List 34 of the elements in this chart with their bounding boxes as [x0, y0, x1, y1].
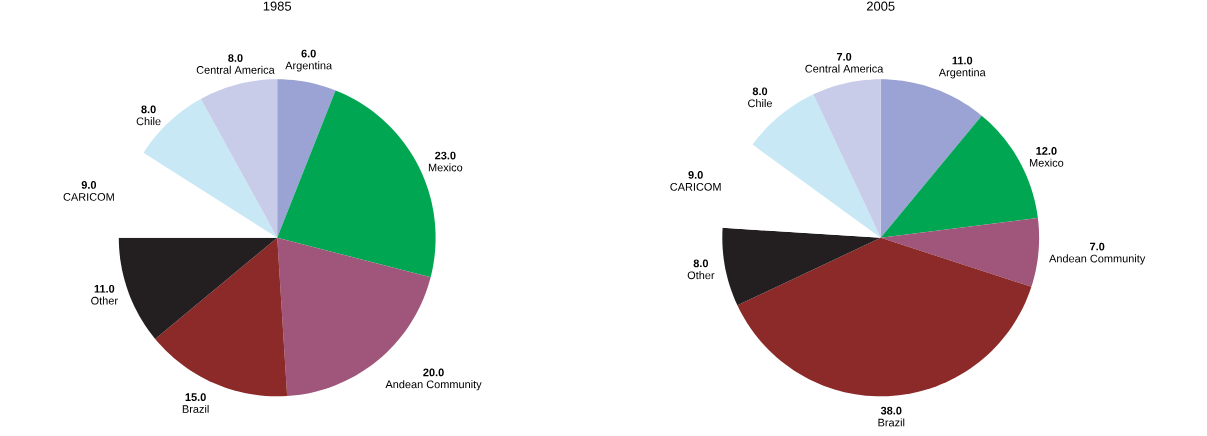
data-label: 8.0 [752, 87, 768, 96]
data-label: 12.0 [1036, 147, 1057, 155]
data-label: 9.0 [688, 171, 703, 179]
slice-label: Chile [136, 117, 161, 126]
slice-label: Central America [805, 64, 884, 73]
slice-label: Central America [196, 65, 275, 74]
data-label: 6.0 [301, 49, 316, 58]
data-label: 8.0 [228, 54, 243, 62]
slice-label: Other [91, 296, 118, 305]
slice-label: Brazil [878, 418, 905, 427]
slice-label: Chile [748, 99, 772, 108]
slice-label: Argentina [285, 61, 333, 72]
slice-label: Mexico [1029, 158, 1064, 167]
data-label: 8.0 [693, 259, 709, 268]
slice-label: Argentina [938, 68, 986, 79]
slice-label: Andean Community [1049, 254, 1146, 265]
data-label: 11.0 [952, 56, 973, 65]
data-label: 20.0 [423, 368, 444, 377]
chart-title: 2005 [866, 1, 895, 11]
data-label: 11.0 [94, 284, 115, 293]
slice-label: Andean Community [385, 380, 482, 391]
chart-title: 1985 [263, 1, 292, 11]
slice-label: CARICOM [670, 182, 721, 191]
data-label: 7.0 [836, 52, 852, 61]
data-label: 23.0 [435, 151, 456, 160]
slice-label: Brazil [182, 404, 209, 413]
data-label: 38.0 [880, 406, 902, 415]
slice-label: CARICOM [63, 193, 114, 201]
data-label: 15.0 [185, 393, 206, 402]
data-label: 7.0 [1090, 242, 1105, 251]
slice-label: Mexico [428, 163, 463, 172]
data-label: 8.0 [141, 105, 156, 114]
data-label: 9.0 [81, 181, 97, 189]
slice-label: Other [687, 271, 715, 280]
